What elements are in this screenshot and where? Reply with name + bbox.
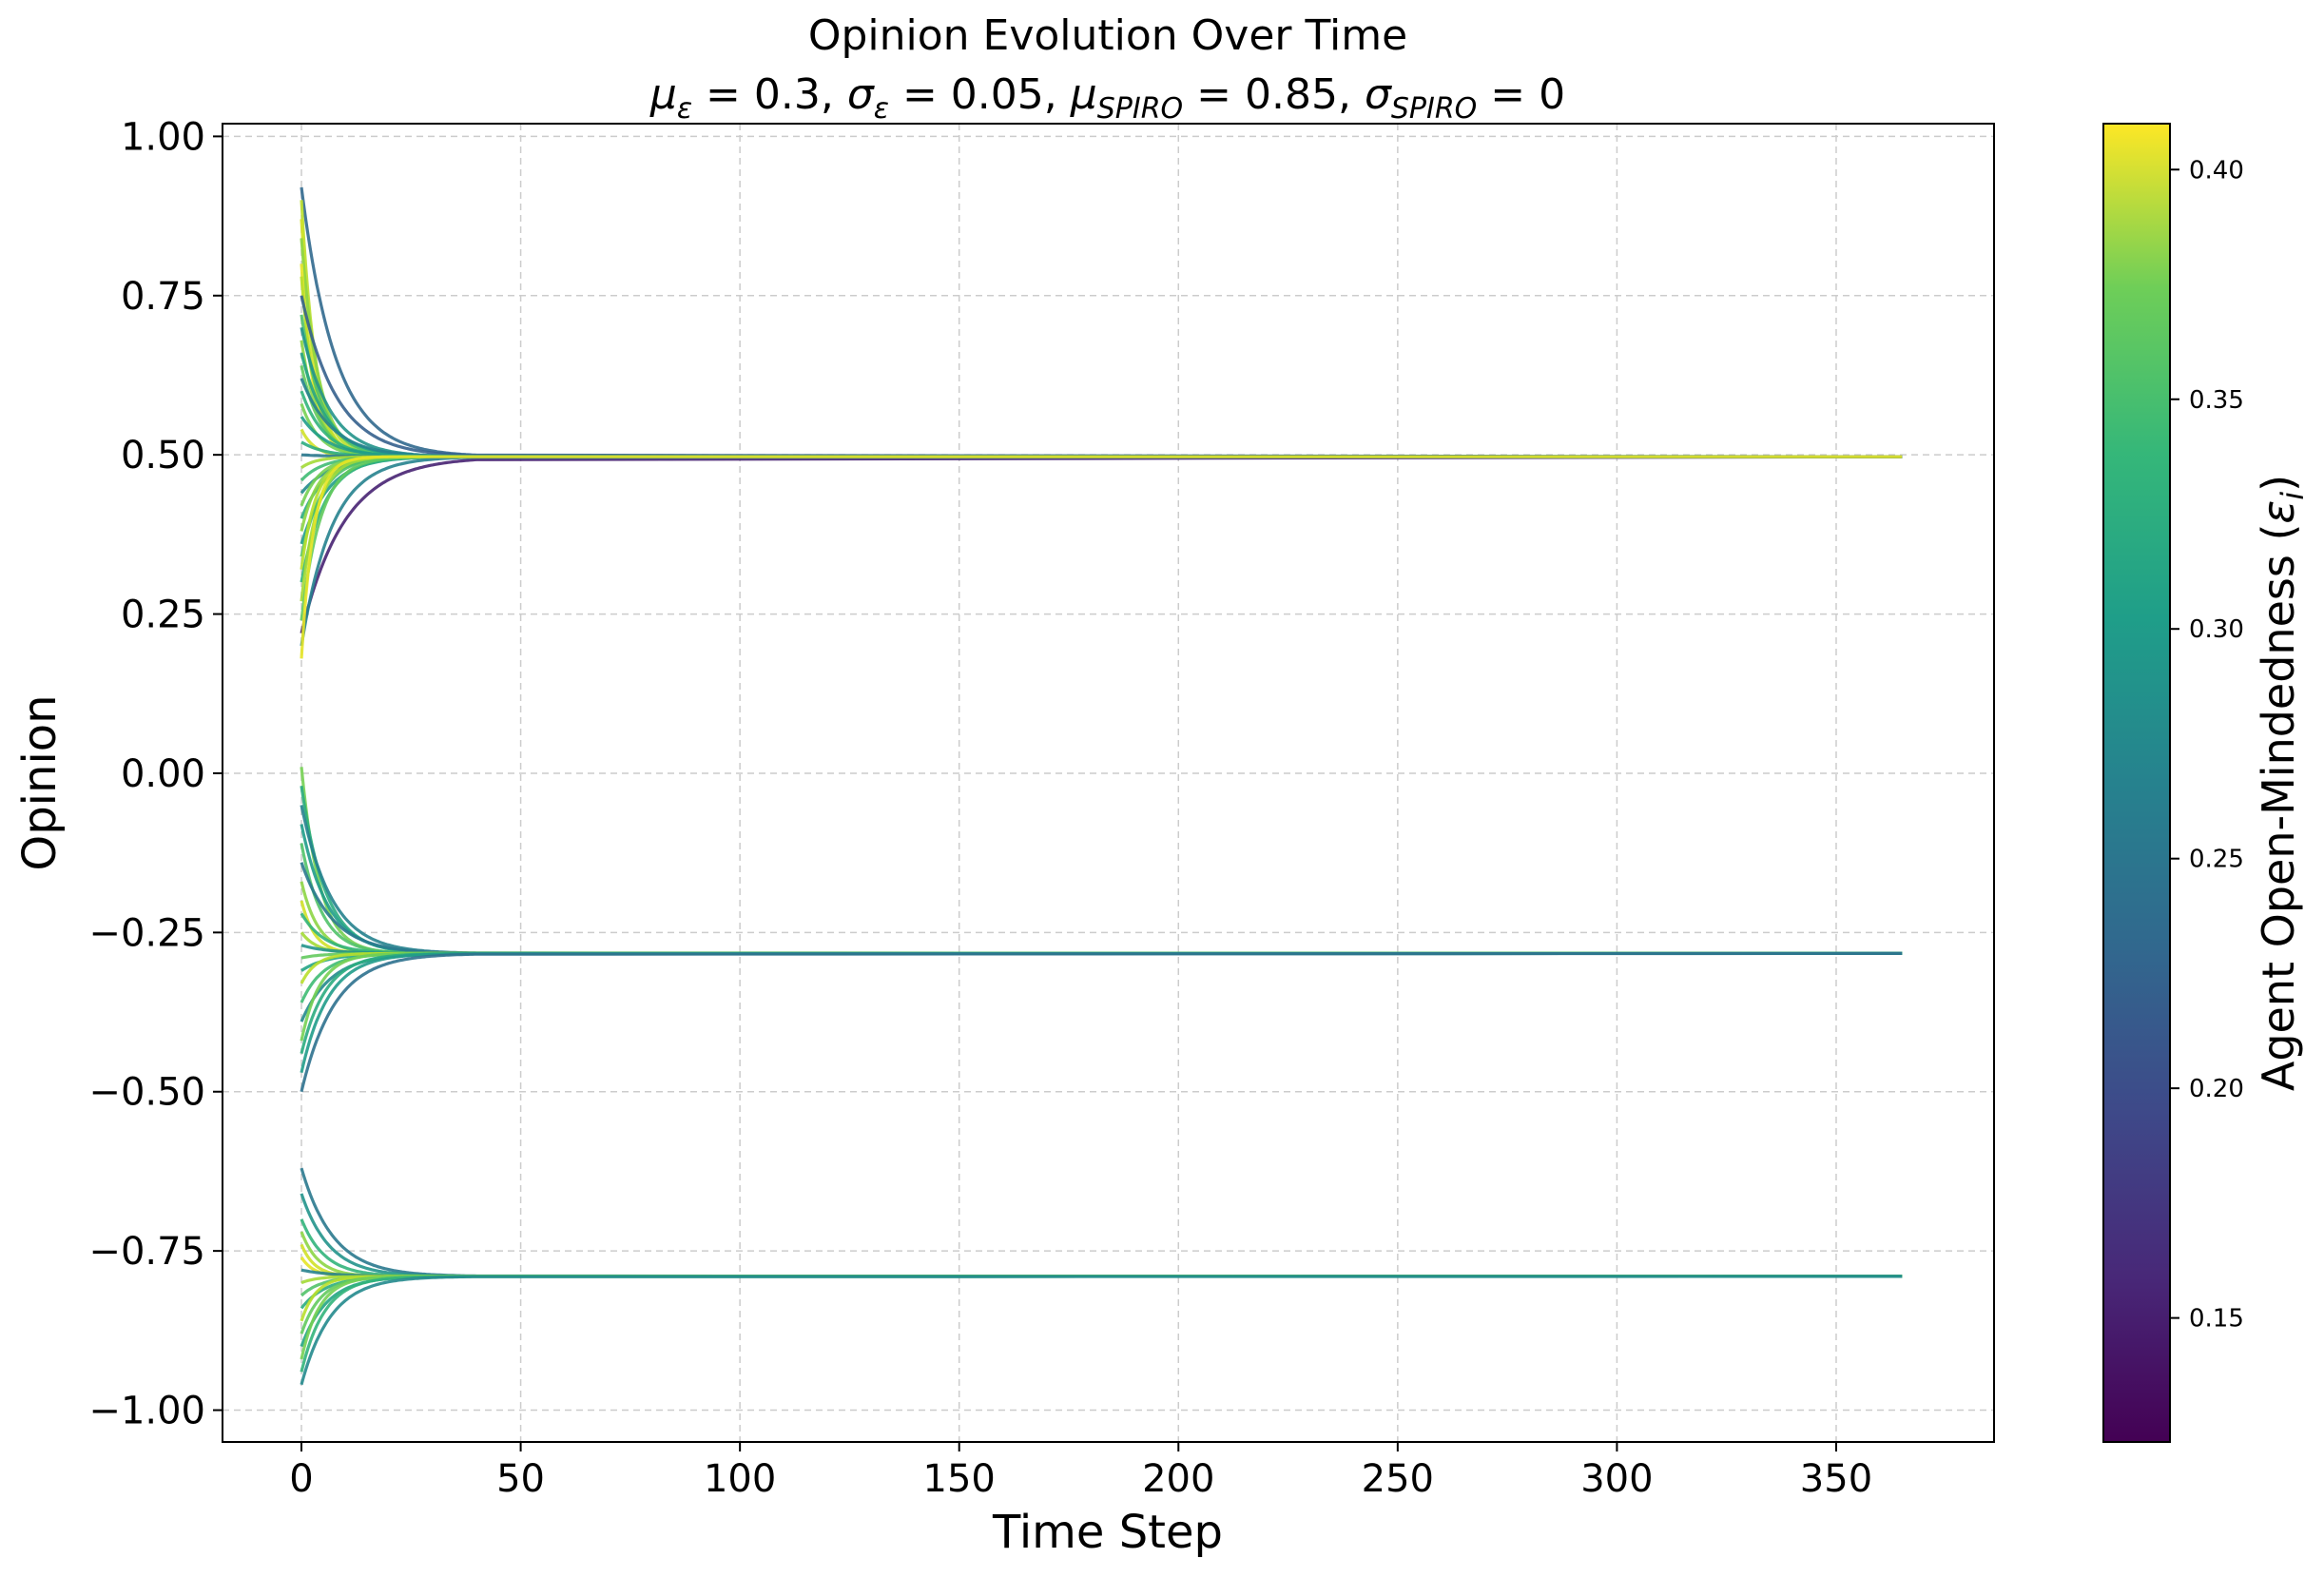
y-tick-label: 1.00 [121, 115, 205, 159]
x-tick-label: 100 [704, 1457, 776, 1501]
opinion-lines [300, 186, 1903, 1386]
colorbar-label-sub: i [2275, 492, 2311, 500]
y-axis-label: Opinion [13, 694, 67, 870]
colorbar-ticks: 0.15 0.20 0.25 0.30 0.35 0.40 [2170, 156, 2244, 1334]
subtitle-mu-symbol: μ [649, 70, 677, 119]
colorbar-label-var: ε [2253, 500, 2304, 524]
y-axis: 1.00 0.75 0.50 0.25 0.00 −0.25 −0.50 −0.75 −1.00 [88, 115, 223, 1433]
x-tick-label: 150 [923, 1457, 996, 1501]
y-tick-label: −0.25 [88, 911, 205, 955]
subtitle-mu-symbol: μ [1070, 70, 1097, 119]
chart-subtitle: με = 0.3, σε = 0.05, μSPIRO = 0.85, σSPI… [649, 70, 1565, 126]
colorbar-tick-label: 0.35 [2189, 386, 2244, 415]
opinion-line [300, 455, 1903, 659]
x-tick-label: 350 [1800, 1457, 1872, 1501]
y-tick-label: 0.00 [121, 752, 205, 796]
y-tick-label: −0.50 [88, 1071, 205, 1115]
subtitle-mu-spiro-value: = 0.85, [1183, 70, 1365, 119]
x-tick-label: 300 [1580, 1457, 1653, 1501]
x-tick-label: 0 [289, 1457, 313, 1501]
x-tick-label: 250 [1362, 1457, 1434, 1501]
grid [223, 124, 1994, 1442]
subtitle-sigma-symbol: σ [1365, 70, 1392, 119]
subtitle-mu-eps-value: = 0.3, [692, 70, 847, 119]
chart-title: Opinion Evolution Over Time [808, 11, 1407, 60]
colorbar [2102, 123, 2171, 1443]
x-tick-label: 50 [496, 1457, 545, 1501]
opinion-line [300, 1275, 1903, 1386]
y-tick-label: −0.75 [88, 1230, 205, 1274]
subtitle-spiro-subscript: SPIRO [1097, 92, 1183, 126]
opinion-line [300, 455, 1903, 634]
colorbar-label-text: Agent Open-Mindedness ( [2253, 524, 2304, 1092]
colorbar-tick-label: 0.20 [2189, 1075, 2244, 1103]
subtitle-eps-subscript: ε [874, 92, 889, 126]
subtitle-sigma-spiro-value: = 0 [1477, 70, 1565, 119]
colorbar-tick-label: 0.15 [2189, 1305, 2244, 1334]
y-tick-label: −1.00 [88, 1390, 205, 1433]
x-axis: 0 50 100 150 200 250 300 350 [289, 1442, 1872, 1501]
colorbar-tick-label: 0.30 [2189, 615, 2244, 644]
colorbar-label-close: ) [2253, 475, 2304, 492]
colorbar-label: Agent Open-Mindedness (εi) [2253, 475, 2311, 1091]
y-tick-label: 0.50 [121, 434, 205, 477]
plot-area [223, 124, 1994, 1442]
subtitle-sigma-symbol: σ [847, 70, 875, 119]
opinion-line [300, 295, 1903, 458]
opinion-line [300, 951, 1903, 1093]
subtitle-sigma-eps-value: = 0.05, [889, 70, 1071, 119]
plot-frame [222, 123, 1995, 1443]
y-tick-label: 0.75 [121, 275, 205, 319]
y-tick-label: 0.25 [121, 594, 205, 637]
subtitle-spiro-subscript: SPIRO [1391, 92, 1477, 126]
colorbar-tick-label: 0.25 [2189, 846, 2244, 874]
x-tick-label: 200 [1142, 1457, 1214, 1501]
subtitle-eps-subscript: ε [677, 92, 692, 126]
x-axis-label: Time Step [992, 1506, 1223, 1559]
colorbar-tick-label: 0.40 [2189, 156, 2244, 185]
